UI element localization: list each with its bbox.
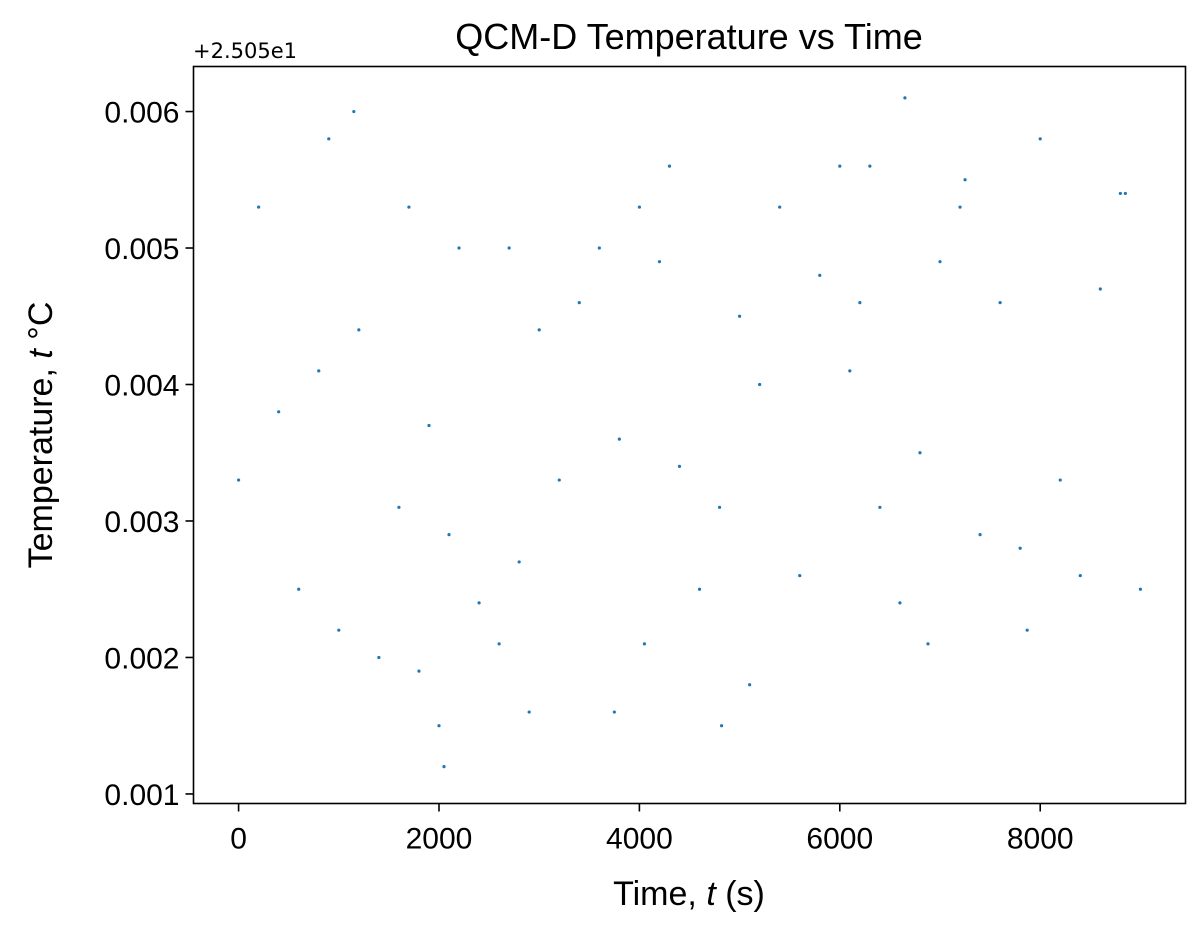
x-axis-label: Time, t (s)	[613, 875, 765, 913]
x-axis-ticks: 0 2000 4000 6000 8000	[230, 803, 1074, 856]
scatter-point	[257, 205, 261, 209]
y-tick-label: 0.005	[104, 233, 179, 266]
scatter-point	[903, 96, 907, 100]
scatter-point	[677, 464, 682, 468]
scatter-point	[577, 301, 581, 305]
x-axis-label-prefix: Time,	[613, 875, 706, 913]
scatter-point	[1118, 191, 1122, 196]
scatter-point	[597, 246, 601, 250]
chart-title: QCM-D Temperature vs Time	[455, 16, 922, 57]
scatter-point	[738, 314, 742, 318]
y-tick-label: 0.001	[104, 779, 179, 812]
scatter-point	[1058, 478, 1062, 482]
scatter-point	[442, 765, 446, 769]
scatter-point	[898, 601, 902, 605]
scatter-point	[537, 328, 541, 332]
scatter-point	[497, 642, 501, 646]
scatter-points	[236, 96, 1143, 769]
scatter-point	[963, 178, 967, 182]
scatter-point	[277, 410, 281, 414]
y-offset-label: +2.505e1	[193, 39, 297, 63]
scatter-point	[958, 205, 962, 209]
scatter-point	[1123, 191, 1127, 196]
scatter-point	[798, 573, 802, 578]
scatter-point	[1078, 573, 1082, 578]
scatter-point	[1038, 137, 1042, 141]
scatter-point	[717, 505, 722, 509]
x-tick-label: 2000	[406, 823, 473, 856]
scatter-point	[748, 683, 752, 687]
scatter-point	[978, 533, 982, 537]
y-tick-label: 0.002	[104, 642, 179, 675]
scatter-point	[557, 478, 561, 482]
scatter-point	[527, 710, 531, 714]
y-axis-ticks: 0.001 0.002 0.003 0.004 0.005 0.006	[104, 97, 194, 812]
scatter-point	[697, 587, 702, 591]
y-tick-label: 0.006	[104, 97, 179, 130]
y-tick-label: 0.003	[104, 506, 179, 539]
scatter-point	[297, 587, 301, 591]
y-axis-label: Temperature, t °C	[22, 302, 60, 569]
scatter-point	[719, 724, 724, 728]
scatter-point	[417, 669, 421, 673]
scatter-point	[507, 246, 511, 250]
scatter-point	[407, 205, 411, 209]
scatter-point	[667, 164, 672, 168]
scatter-point	[352, 109, 356, 114]
scatter-point	[1018, 546, 1022, 550]
scatter-point	[642, 642, 647, 646]
scatter-point	[477, 601, 481, 605]
scatter-point	[457, 246, 461, 250]
scatter-point	[617, 437, 621, 441]
scatter-point	[377, 655, 381, 660]
scatter-point	[612, 710, 616, 714]
scatter-point	[1098, 287, 1102, 291]
scatter-point	[1025, 628, 1029, 632]
scatter-point	[918, 451, 922, 455]
scatter-point	[337, 628, 341, 632]
scatter-point	[878, 505, 882, 509]
y-axis-label-variable: t	[22, 348, 60, 359]
y-tick-label: 0.004	[104, 370, 179, 403]
scatter-point	[517, 560, 521, 564]
scatter-point	[327, 137, 331, 141]
x-axis-label-variable: t	[706, 875, 717, 913]
scatter-point	[758, 382, 762, 387]
plot-frame	[192, 65, 1187, 805]
scatter-point	[778, 205, 782, 209]
scatter-point	[858, 301, 862, 305]
y-axis-label-suffix: °C	[22, 302, 60, 350]
scatter-point	[447, 533, 451, 537]
scatter-point	[868, 164, 872, 168]
scatter-point	[818, 273, 822, 277]
x-tick-label: 6000	[806, 823, 873, 856]
x-tick-label: 4000	[606, 823, 673, 856]
scatter-point	[1138, 587, 1143, 591]
scatter-point	[657, 260, 662, 264]
scatter-point	[926, 642, 930, 646]
scatter-point	[397, 505, 401, 509]
scatter-point	[998, 301, 1002, 305]
x-tick-label: 8000	[1007, 823, 1074, 856]
scatter-point	[357, 328, 361, 332]
x-tick-label: 0	[230, 823, 247, 856]
x-axis-label-suffix: (s)	[716, 875, 765, 913]
scatter-point	[848, 369, 852, 373]
scatter-point	[838, 164, 842, 168]
scatter-point	[437, 724, 441, 728]
scatter-point	[317, 369, 321, 373]
y-axis-label-prefix: Temperature,	[22, 359, 60, 569]
scatter-point	[427, 423, 431, 428]
scatter-point	[236, 478, 241, 482]
scatter-point	[637, 205, 641, 209]
scatter-point	[938, 260, 942, 264]
